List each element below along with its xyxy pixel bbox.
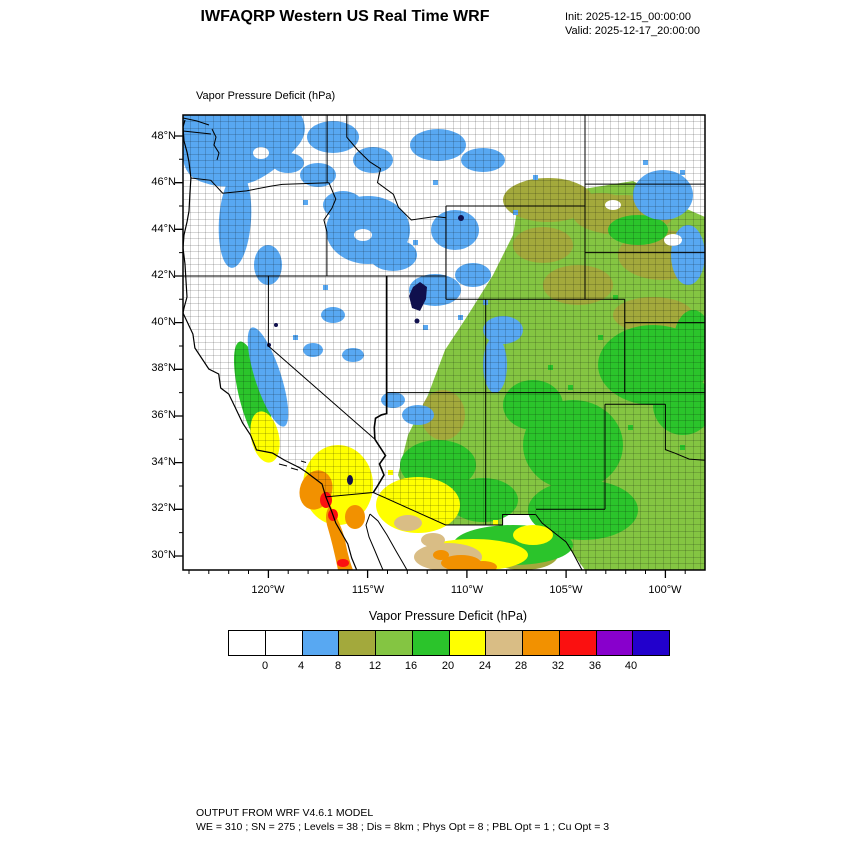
legend-title: Vapor Pressure Deficit (hPa) <box>368 609 528 623</box>
legend-color-box <box>338 631 375 655</box>
lat-axis-minor-ticks <box>179 158 183 534</box>
legend-tick-label: 40 <box>624 660 638 672</box>
legend-color-box <box>558 631 596 655</box>
lon-axis-minor-ticks <box>188 570 686 574</box>
legend-color-box <box>375 631 412 655</box>
legend-tick-label: 8 <box>334 660 342 672</box>
lon-tick-label: 115°W <box>351 584 385 596</box>
legend-color-box <box>264 631 302 655</box>
gulf-of-california <box>366 514 407 570</box>
footer-config-line: WE = 310 ; SN = 275 ; Levels = 38 ; Dis … <box>196 821 610 833</box>
page-title: IWFAQRP Western US Real Time WRF <box>200 8 490 25</box>
legend-tick-label: 16 <box>404 660 418 672</box>
legend-color-box <box>411 631 449 655</box>
great-salt-lake <box>409 282 427 311</box>
lon-tick-label: 110°W <box>450 584 484 596</box>
yellowstone-lake <box>458 215 464 221</box>
county-boundaries-layer <box>183 115 705 570</box>
legend-tick-label: 0 <box>261 660 269 672</box>
legend-color-box <box>485 631 522 655</box>
sonora-gulf-coast <box>369 513 408 570</box>
field-title: Vapor Pressure Deficit (hPa) <box>196 90 336 102</box>
legend-color-box <box>595 631 633 655</box>
footer-model-line: OUTPUT FROM WRF V4.6.1 MODEL <box>196 807 374 819</box>
lat-tick-label: 48°N <box>151 130 176 142</box>
map-frame <box>182 114 706 571</box>
lat-tick-label: 42°N <box>151 269 176 281</box>
lat-tick-label: 34°N <box>151 456 176 468</box>
baja-gulf-coast <box>365 513 384 570</box>
salton-sea <box>347 475 353 485</box>
lat-tick-label: 30°N <box>151 549 176 561</box>
legend-tick-label: 28 <box>514 660 528 672</box>
lat-tick-label: 32°N <box>151 502 176 514</box>
lat-axis-major-ticks <box>175 135 183 557</box>
channel-islands <box>278 460 307 471</box>
lat-tick-label: 38°N <box>151 362 176 374</box>
map-figure <box>175 114 706 578</box>
legend-tick-label: 12 <box>368 660 382 672</box>
legend-color-box <box>229 631 265 655</box>
footer-block: OUTPUT FROM WRF V4.6.1 MODEL WE = 310 ; … <box>196 806 609 834</box>
legend-tick-label: 20 <box>441 660 455 672</box>
lat-tick-label: 40°N <box>151 316 176 328</box>
pyramid-lake <box>274 323 278 327</box>
legend-color-box <box>448 631 486 655</box>
lat-tick-label: 44°N <box>151 223 176 235</box>
legend-tick-label: 32 <box>551 660 565 672</box>
legend-tick-label: 24 <box>478 660 492 672</box>
legend-colorbar <box>228 630 670 656</box>
legend-tick-label: 4 <box>297 660 305 672</box>
lat-tick-label: 36°N <box>151 409 176 421</box>
lat-tick-label: 46°N <box>151 176 176 188</box>
puget-sound-coast <box>211 128 220 161</box>
strait-juan-de-fuca <box>183 130 212 135</box>
lakes-layer <box>267 215 464 485</box>
lon-tick-label: 105°W <box>549 584 583 596</box>
lon-axis-major-ticks <box>267 570 667 578</box>
coastline-layer <box>183 117 408 570</box>
legend-color-box <box>632 631 669 655</box>
lon-tick-label: 100°W <box>648 584 682 596</box>
state-boundaries-layer <box>183 115 705 570</box>
legend-tick-label: 36 <box>588 660 602 672</box>
init-time: Init: 2025-12-15_00:00:00 <box>565 11 691 23</box>
valid-time: Valid: 2025-12-17_20:00:00 <box>565 25 700 37</box>
legend-color-box <box>522 631 559 655</box>
init-valid-block: Init: 2025-12-15_00:00:00 Valid: 2025-12… <box>565 10 700 38</box>
legend-color-box <box>301 631 339 655</box>
utah-lake <box>414 318 420 324</box>
lon-tick-label: 120°W <box>251 584 285 596</box>
vancouver-island-coast <box>183 117 210 126</box>
